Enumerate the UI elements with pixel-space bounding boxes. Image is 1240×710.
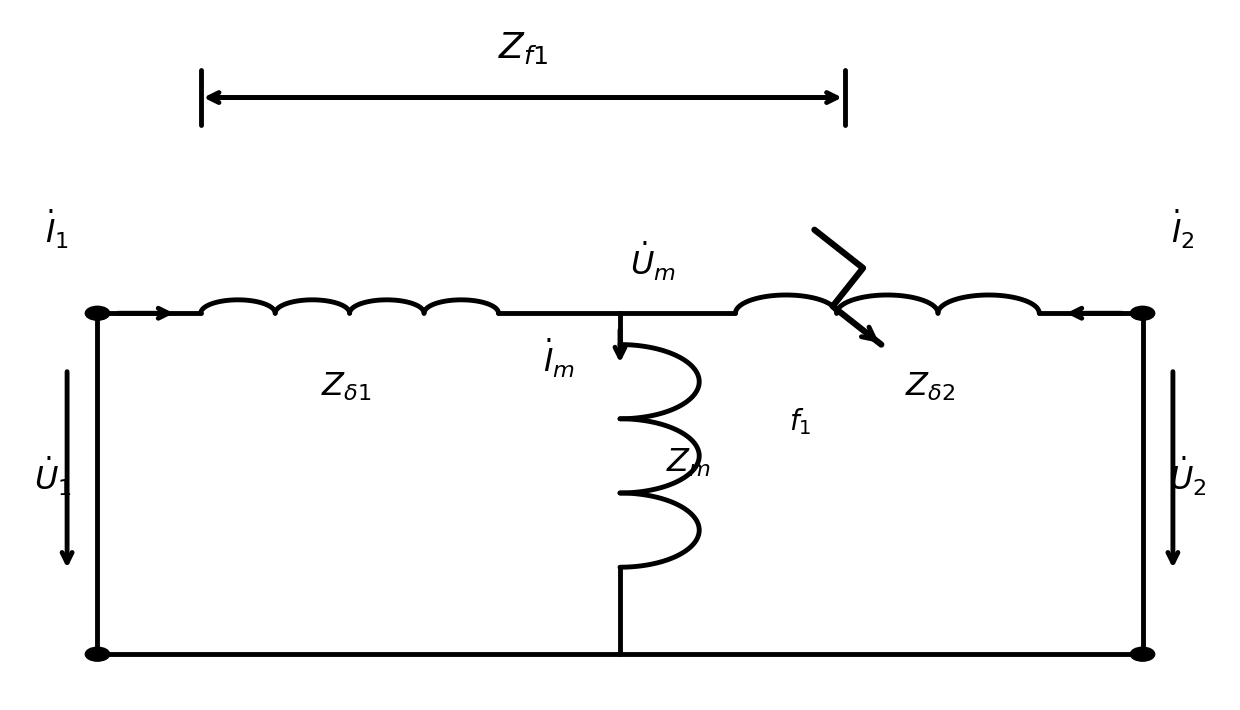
Text: $\dot{U}_{1}$: $\dot{U}_{1}$ [33, 455, 72, 498]
Circle shape [86, 306, 109, 320]
Text: $\dot{I}_{2}$: $\dot{I}_{2}$ [1171, 208, 1194, 251]
Text: $Z_{\delta 2}$: $Z_{\delta 2}$ [905, 370, 955, 403]
Text: $Z_{\delta 1}$: $Z_{\delta 1}$ [321, 370, 372, 403]
Text: $\dot{U}_{m}$: $\dot{U}_{m}$ [630, 239, 676, 283]
Text: $\dot{I}_{m}$: $\dot{I}_{m}$ [543, 337, 575, 380]
Text: $\dot{U}_{2}$: $\dot{U}_{2}$ [1168, 455, 1207, 498]
Text: $Z_{m}$: $Z_{m}$ [666, 447, 711, 479]
Text: $\dot{I}_{1}$: $\dot{I}_{1}$ [46, 208, 69, 251]
Text: $Z_{f1}$: $Z_{f1}$ [497, 31, 548, 66]
Text: $f_{1}$: $f_{1}$ [789, 405, 811, 437]
Circle shape [1131, 648, 1154, 661]
Circle shape [1131, 306, 1154, 320]
Circle shape [86, 648, 109, 661]
